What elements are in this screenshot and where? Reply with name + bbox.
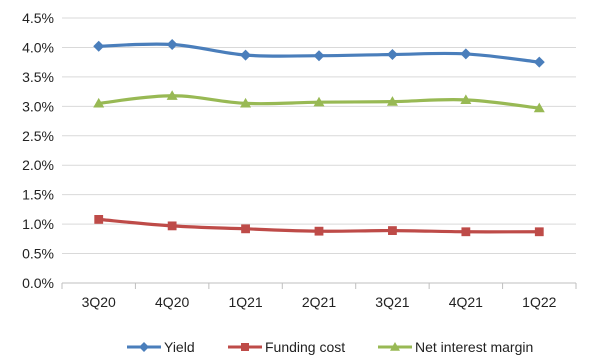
data-point-triangle — [390, 342, 400, 351]
x-tick-label: 3Q20 — [82, 294, 116, 310]
y-tick-label: 2.0% — [22, 157, 54, 173]
data-point-square — [534, 227, 544, 237]
data-point-diamond — [313, 50, 325, 62]
y-tick-label: 0.0% — [22, 275, 54, 291]
y-tick-label: 3.0% — [22, 98, 54, 114]
x-axis-ticks: 3Q20 4Q20 1Q21 2Q21 3Q21 4Q21 1Q22 — [82, 294, 557, 310]
legend-label: Net interest margin — [415, 339, 533, 355]
data-point-triangle — [533, 102, 545, 113]
data-point-triangle — [166, 90, 178, 100]
data-point-diamond — [166, 39, 178, 50]
x-tick-label: 1Q21 — [228, 294, 262, 310]
data-point-square — [167, 221, 177, 231]
legend-label: Funding cost — [265, 339, 345, 355]
x-tick-label: 4Q20 — [155, 294, 189, 310]
x-tick-label: 2Q21 — [302, 294, 336, 310]
data-point-square — [314, 226, 324, 236]
data-point-triangle — [313, 96, 325, 107]
x-tick-label: 1Q22 — [522, 294, 556, 310]
y-tick-label: 1.5% — [22, 187, 54, 203]
data-point-diamond — [139, 342, 149, 352]
data-point-diamond — [533, 56, 545, 68]
data-point-square — [241, 343, 249, 351]
legend-label: Yield — [164, 339, 195, 355]
x-tick-label: 3Q21 — [375, 294, 409, 310]
data-point-triangle — [93, 97, 105, 108]
y-axis-ticks: 0.0% 0.5% 1.0% 1.5% 2.0% 2.5% 3.0% 3.5% 4.0% 4.5% — [22, 10, 54, 291]
legend-item: Net interest margin — [378, 339, 533, 355]
data-point-square — [461, 227, 471, 237]
data-point-triangle — [460, 94, 472, 104]
series-funding-cost — [94, 215, 544, 237]
data-point-square — [94, 215, 104, 224]
data-point-diamond — [460, 48, 472, 60]
legend: Yield Funding cost Net interest margin — [127, 339, 533, 355]
data-point-triangle — [240, 97, 252, 108]
legend-item: Yield — [127, 339, 195, 355]
x-tick-label: 4Q21 — [449, 294, 483, 310]
y-tick-label: 0.5% — [22, 246, 54, 262]
y-tick-label: 1.0% — [22, 216, 54, 232]
series-net-interest-margin — [93, 90, 545, 113]
series-yield — [93, 39, 545, 68]
data-point-diamond — [386, 49, 398, 61]
data-point-triangle — [386, 96, 398, 106]
y-tick-label: 3.5% — [22, 69, 54, 85]
data-point-diamond — [93, 40, 105, 52]
data-point-diamond — [240, 49, 252, 61]
data-point-square — [388, 226, 397, 235]
y-tick-label: 4.5% — [22, 10, 54, 26]
y-tick-label: 4.0% — [22, 39, 54, 55]
series-group — [93, 39, 545, 237]
y-tick-label: 2.5% — [22, 128, 54, 144]
legend-item: Funding cost — [228, 339, 345, 355]
data-point-square — [241, 224, 250, 234]
x-axis — [61, 282, 577, 289]
